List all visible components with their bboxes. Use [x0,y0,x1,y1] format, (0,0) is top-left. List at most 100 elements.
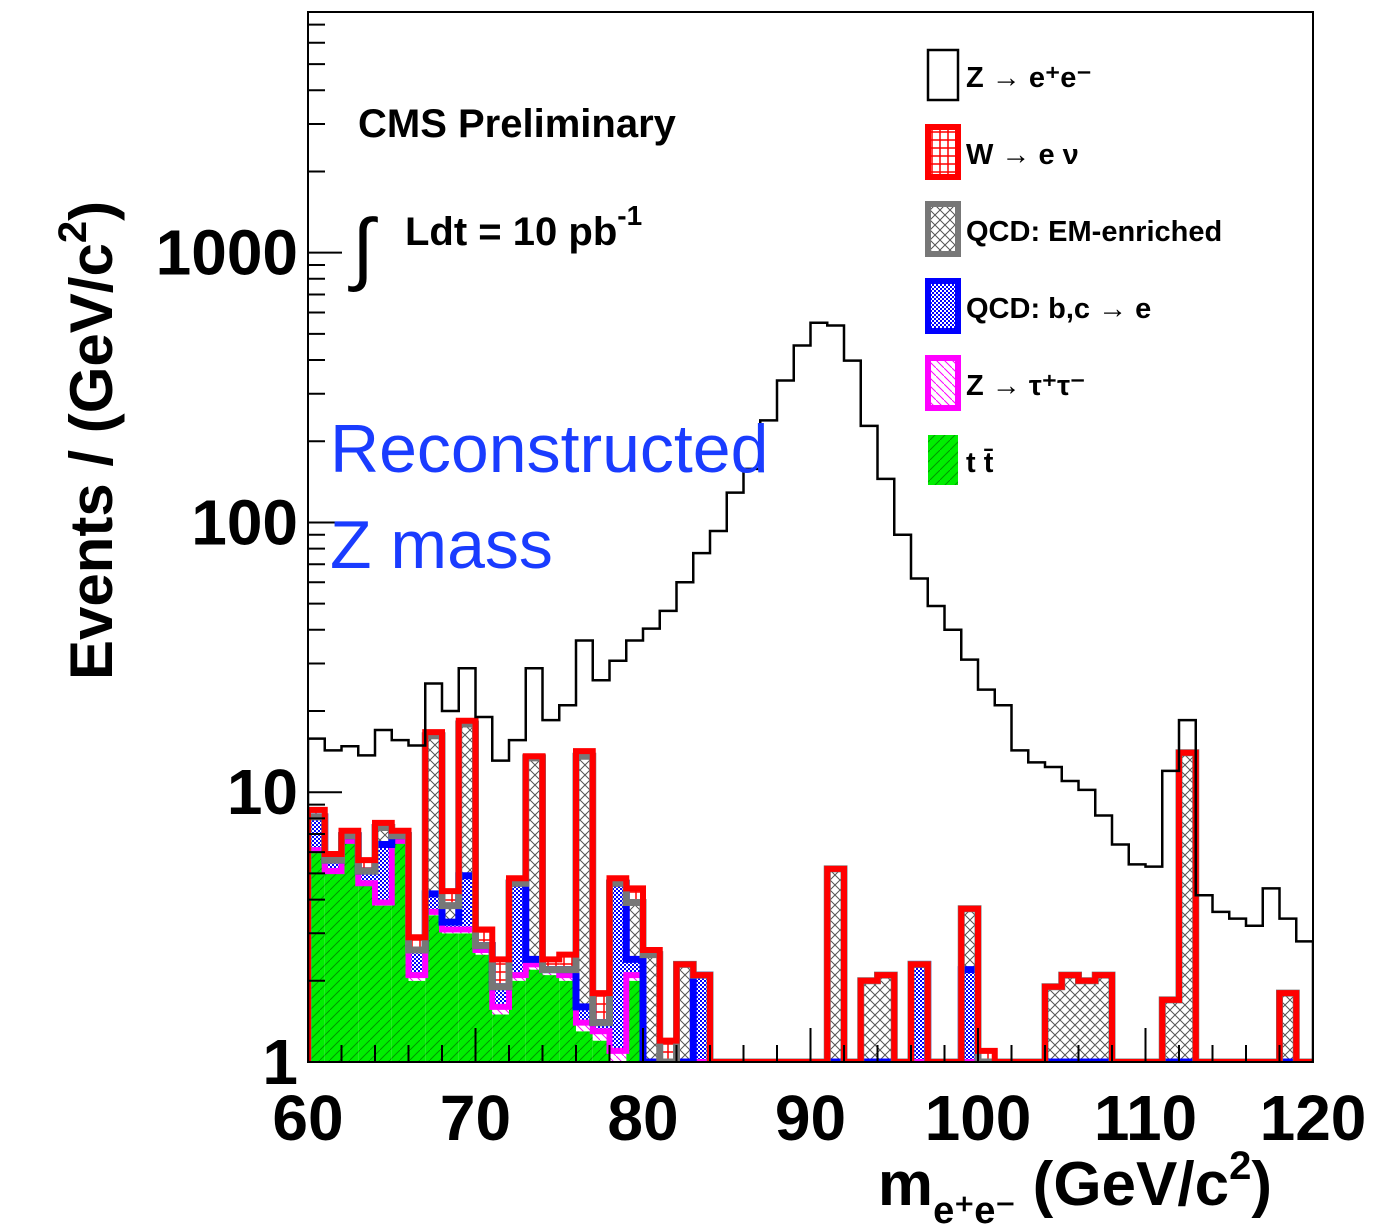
bar [927,606,945,1062]
bar [559,980,576,1062]
bar [978,1050,995,1062]
y-tick-label: 1 [262,1026,298,1098]
legend-label: QCD: b,c → e [966,293,1151,325]
bar [442,933,459,1062]
bar [860,980,878,1062]
bar [1179,752,1196,1062]
x-label-part: (GeV/c [1015,1150,1229,1219]
x-tick-label: 90 [775,1082,846,1154]
bar [1229,918,1246,1062]
bar [1078,980,1096,1062]
legend-label: Z → τ⁺τ⁻ [966,370,1085,402]
series-outline [308,837,1313,1062]
bar [961,969,978,1062]
series-outline [308,717,1313,1062]
bar [492,986,509,1007]
bar [793,345,811,1062]
x-label-sup: 2 [1229,1144,1251,1188]
bar [425,893,442,912]
bar [442,711,459,892]
bar [458,724,476,876]
x-label-sub: e⁺e⁻ [933,1190,1015,1228]
bar [1162,770,1179,1000]
bar [592,993,610,1023]
bar [894,534,911,1062]
y-label-part: Events / (GeV/c [58,243,125,680]
bar [626,959,643,976]
bar [1279,993,1297,1062]
bar [492,959,509,987]
bar [408,950,426,976]
bar [676,964,694,1062]
bar [1078,789,1096,981]
bar [308,852,325,1062]
bar [509,740,526,879]
bar [408,745,426,938]
bar [576,1006,593,1023]
bar [375,905,392,1062]
bar [944,629,962,1062]
bar [693,553,710,976]
bar [1045,986,1062,1062]
legend: Z → e⁺e⁻ W → e ν QCD: EM-enriched QCD: b,c … [925,48,1222,485]
bar [341,842,359,1062]
bar [509,883,526,976]
bar [442,922,459,930]
bar [442,905,459,923]
bar [425,915,442,1062]
lumi-text: Ldt = 10 pb [405,210,617,254]
bar [592,1022,610,1032]
bar [358,755,375,861]
bar [877,478,895,976]
bar [576,1031,593,1062]
bar [609,660,627,879]
bar [576,1022,593,1032]
bar [509,980,526,1062]
bar [726,492,744,1062]
bar [592,1040,610,1062]
annotation: Reconstructed [330,411,768,487]
bar [475,717,493,930]
bar [1045,767,1062,987]
y-label-sup: 2 [51,221,95,243]
x-axis-label: me⁺e⁻ (GeV/c2) [878,1144,1272,1228]
bar [391,842,409,1062]
bar [777,380,794,1062]
y-tick-label: 10 [227,756,298,828]
bar [743,468,761,1062]
bar [425,735,442,894]
legend-swatch [925,278,961,334]
bar [592,680,610,994]
bar [576,640,593,752]
bar [626,980,643,1062]
bar [961,908,978,970]
chart-title: CMS Preliminary [358,102,677,146]
x-tick-label: 70 [440,1082,511,1154]
bar [475,954,493,1062]
bar [559,705,576,955]
x-tick-label: 80 [607,1082,678,1154]
bar [860,425,878,981]
bar [1262,888,1280,1062]
bar [492,1014,509,1062]
bar [1246,925,1263,1062]
annotation: Z mass [330,507,553,583]
bar [1095,975,1112,1062]
y-label-part: ) [58,201,125,221]
bar [1061,975,1079,1062]
x-label-part: ) [1251,1150,1272,1219]
bar [1112,844,1129,1062]
bar [542,959,560,970]
legend-swatch [926,48,960,102]
bar [1195,895,1213,1062]
bar [592,1031,610,1041]
bar [643,954,660,1062]
bar [659,610,677,1041]
bar [626,888,643,903]
bar [308,809,325,817]
bar [626,640,643,889]
plot-area [308,321,1313,1062]
bar [341,746,359,831]
